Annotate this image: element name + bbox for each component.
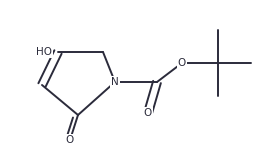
Text: N: N bbox=[111, 77, 119, 87]
Text: O: O bbox=[66, 135, 74, 145]
Text: O: O bbox=[178, 58, 186, 68]
Text: O: O bbox=[144, 108, 152, 118]
Text: HO: HO bbox=[36, 47, 52, 57]
